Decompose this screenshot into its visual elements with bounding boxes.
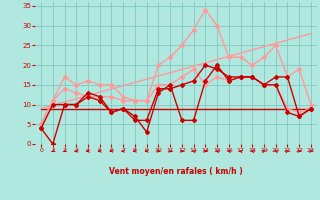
X-axis label: Vent moyen/en rafales ( km/h ): Vent moyen/en rafales ( km/h ) (109, 167, 243, 176)
